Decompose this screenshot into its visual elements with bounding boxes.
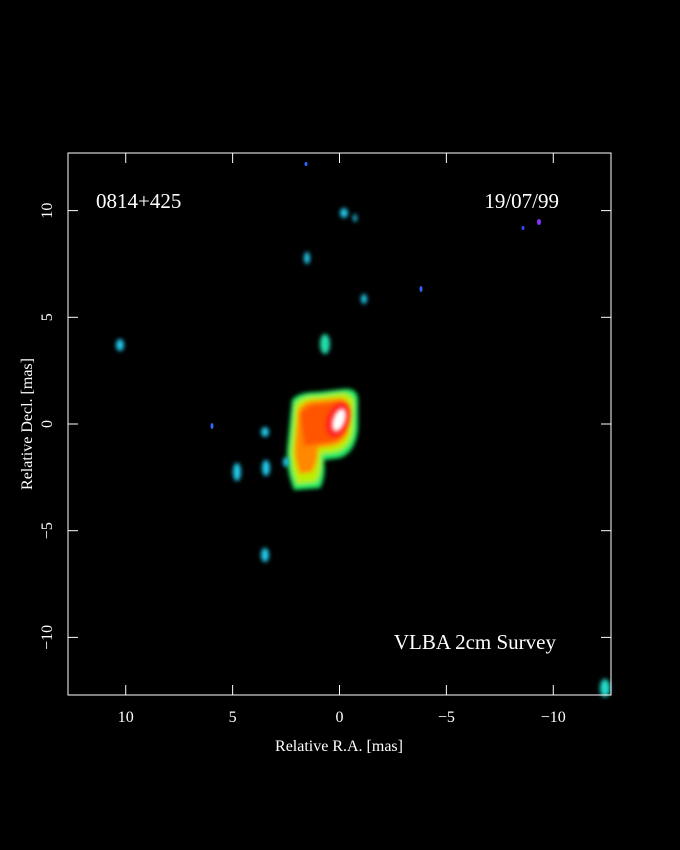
source-label: 0814+425 [96,189,181,213]
image [116,162,610,697]
y-tick-label: 5 [39,313,56,321]
x-tick-label: −5 [438,709,455,726]
x-tick-label: 5 [229,709,237,726]
x-tick-label: 10 [118,709,134,726]
y-tick-label: −5 [39,522,56,539]
y-tick-label: −10 [39,625,56,650]
x-tick-label: 0 [336,709,344,726]
y-tick-label: 10 [39,203,56,219]
survey-label: VLBA 2cm Survey [394,630,557,654]
x-tick-label: −10 [541,709,566,726]
y-axis-label: Relative Decl. [mas] [19,358,36,490]
y-tick-label: 0 [39,420,56,428]
date-label: 19/07/99 [484,189,559,213]
x-axis-label: Relative R.A. [mas] [275,738,403,755]
